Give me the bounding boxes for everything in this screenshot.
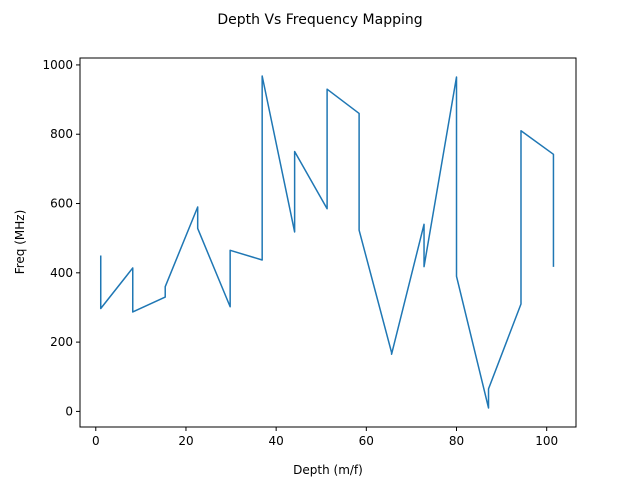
x-tick-label: 80 bbox=[449, 434, 464, 448]
y-tick-label: 0 bbox=[65, 404, 73, 418]
x-tick-label: 100 bbox=[535, 434, 558, 448]
y-tick-label: 1000 bbox=[42, 58, 73, 72]
x-tick-label: 0 bbox=[92, 434, 100, 448]
x-tick-label: 60 bbox=[359, 434, 374, 448]
plot-area bbox=[99, 75, 555, 409]
axes-frame bbox=[79, 57, 577, 428]
x-tick-label: 40 bbox=[269, 434, 284, 448]
x-axis-label: Depth (m/f) bbox=[293, 463, 363, 477]
y-axis-label: Freq (MHz) bbox=[13, 210, 27, 275]
x-axis: 0 20 40 60 80 100 bbox=[92, 427, 558, 448]
y-tick-label: 200 bbox=[50, 335, 73, 349]
y-tick-label: 800 bbox=[50, 127, 73, 141]
y-tick-label: 400 bbox=[50, 266, 73, 280]
series-line-0 bbox=[99, 75, 555, 409]
x-tick-label: 20 bbox=[178, 434, 193, 448]
chart-title: Depth Vs Frequency Mapping bbox=[217, 12, 422, 28]
y-tick-label: 600 bbox=[50, 197, 73, 211]
y-axis: 0 200 400 600 800 1000 bbox=[42, 58, 80, 418]
